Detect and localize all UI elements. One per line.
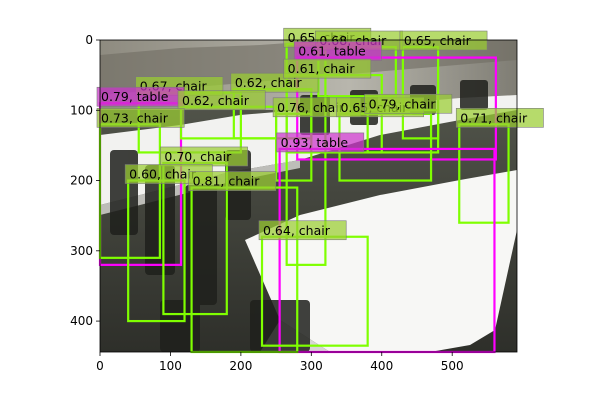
detection-label-bg (455, 108, 544, 128)
detection-label-text: 0.81, chair (193, 174, 261, 189)
detection-label-bg (276, 132, 365, 153)
x-tick-label: 300 (300, 359, 323, 373)
detection-label-text: 0.64, chair (263, 223, 331, 238)
detection-label-text: 0.70, chair (164, 149, 232, 164)
detection-label-bg (364, 93, 453, 114)
x-tick-label: 0 (96, 359, 104, 373)
detection-label-bg (188, 171, 277, 191)
detection-label-text: 0.71, chair (460, 110, 528, 125)
detection-label-text: 0.76, chair (277, 100, 345, 115)
x-tick-label: 500 (441, 359, 464, 373)
x-tick-label: 200 (229, 359, 252, 373)
detection-label-text: 0.79, table (101, 89, 169, 104)
y-tick-label: 100 (70, 103, 93, 117)
detection-label-bg (96, 108, 185, 128)
detection-label-bg (399, 30, 488, 51)
x-tick-label: 100 (159, 359, 182, 373)
detection-label-text: 0.61, chair (288, 61, 356, 76)
detection-label-text: 0.62, chair (182, 93, 250, 108)
y-tick-label: 300 (70, 244, 93, 258)
x-tick-label: 400 (370, 359, 393, 373)
detection-label-bg (177, 90, 266, 111)
detection-label-text: 0.79, chair (369, 96, 437, 111)
detection-label-text: 0.93, table (281, 135, 349, 150)
detection-label-text: 0.62, chair (235, 75, 303, 90)
detection-label-text: 0.65, chair (404, 33, 472, 48)
y-tick-label: 0 (85, 33, 93, 47)
detection-label-text: 0.60, chair (129, 167, 197, 182)
detection-label-bg (283, 58, 372, 79)
detection-label-bg (258, 220, 347, 241)
y-tick-label: 200 (70, 174, 93, 188)
detection-label-text: 0.73, chair (101, 110, 169, 125)
axes: 0 100 200 300 400 500 0 100 200 300 400 (70, 33, 518, 373)
detection-label-text: 0.61, table (298, 44, 366, 59)
y-tick-label: 400 (70, 314, 93, 328)
